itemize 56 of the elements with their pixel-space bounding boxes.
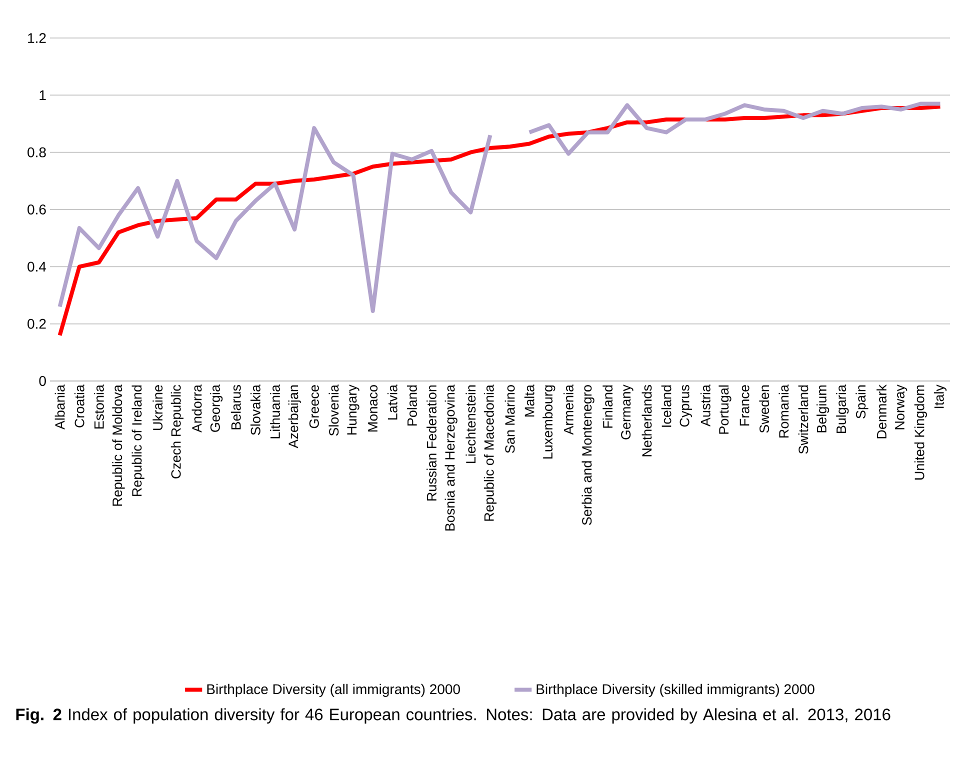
x-tick-label: Serbia and Montenegro (582, 385, 594, 526)
x-tick-label: Belarus (230, 385, 241, 430)
x-tick-label: Cyprus (680, 385, 692, 427)
x-tick-label: United Kingdom (914, 385, 927, 480)
x-tick-label: Andorra (192, 384, 202, 433)
legend-label: Birthplace Diversity (all immigrants) 2000 (207, 684, 460, 697)
x-tick-label: Croatia (74, 384, 84, 428)
legend-label: Birthplace Diversity (skilled immigrants) 2000 (536, 684, 814, 697)
x-tick-label: Slovakia (250, 384, 260, 435)
x-tick-label: Republic of Moldova (112, 384, 125, 506)
x-tick-label: Liechtenstein (466, 385, 476, 463)
x-tick-label: Portugal (718, 385, 732, 434)
x-tick-label: Netherlands (642, 385, 652, 456)
x-tick-label: Finland (602, 385, 613, 428)
x-tick-label: Italy (934, 384, 947, 408)
x-tick-label: Albania (54, 384, 65, 430)
y-tick-label: 0.4 (28, 262, 46, 272)
x-tick-label: Latvia (387, 384, 398, 420)
x-tick-label: Azerbaijan (288, 385, 301, 448)
x-tick-label: Slovenia (328, 384, 339, 436)
x-tick-label: Armenia (564, 384, 574, 435)
x-tick-label: Denmark (876, 384, 886, 438)
x-tick-label: Iceland (661, 385, 672, 427)
y-tick-label: 1.2 (28, 33, 46, 43)
y-tick-label: 0.8 (28, 147, 46, 158)
x-tick-label: Monaco (368, 385, 378, 432)
x-tick-label: Norway (895, 384, 908, 430)
x-tick-label: Bulgaria (836, 384, 849, 433)
x-tick-label: Republic of Ireland (132, 385, 144, 496)
x-tick-label: Romania (778, 384, 789, 438)
x-tick-label: Estonia (94, 384, 104, 428)
x-tick-label: Bosnia and Herzegovina (444, 384, 458, 531)
x-tick-label: Malta (524, 384, 534, 416)
x-tick-label: Poland (407, 385, 417, 426)
x-tick-label: Russian Federation (426, 385, 436, 500)
y-tick-label: 1 (40, 90, 46, 100)
y-tick-label: 0.2 (28, 318, 46, 329)
y-tick-label: 0 (39, 376, 46, 386)
x-tick-label: Switzerland (798, 385, 808, 454)
y-tick-label: 0.6 (28, 204, 46, 214)
x-tick-label: Sweden (759, 385, 770, 433)
x-tick-label: Hungary (347, 384, 360, 434)
x-tick-label: Czech Republic (170, 384, 184, 478)
x-tick-label: Ukraine (152, 385, 163, 430)
x-tick-label: Austria (700, 384, 710, 427)
x-tick-label: France (740, 385, 750, 426)
x-tick-label: Greece (309, 385, 319, 428)
x-tick-label: Luxembourg (542, 385, 556, 458)
x-tick-label: Germany (621, 384, 634, 440)
x-tick-label: Spain (856, 385, 868, 418)
x-tick-label: Lithuania (270, 384, 280, 438)
x-tick-label: San Marino (504, 385, 515, 453)
x-tick-label: Republic of Macedonia (484, 384, 497, 521)
text: Fig. 2 Index of population diversity for 46 European countries. Notes: Data are provided by Alesina et al. 2013, 2016 (16, 708, 890, 724)
x-tick-label: Belgium (816, 385, 830, 432)
x-tick-label: Georgia (210, 384, 223, 432)
